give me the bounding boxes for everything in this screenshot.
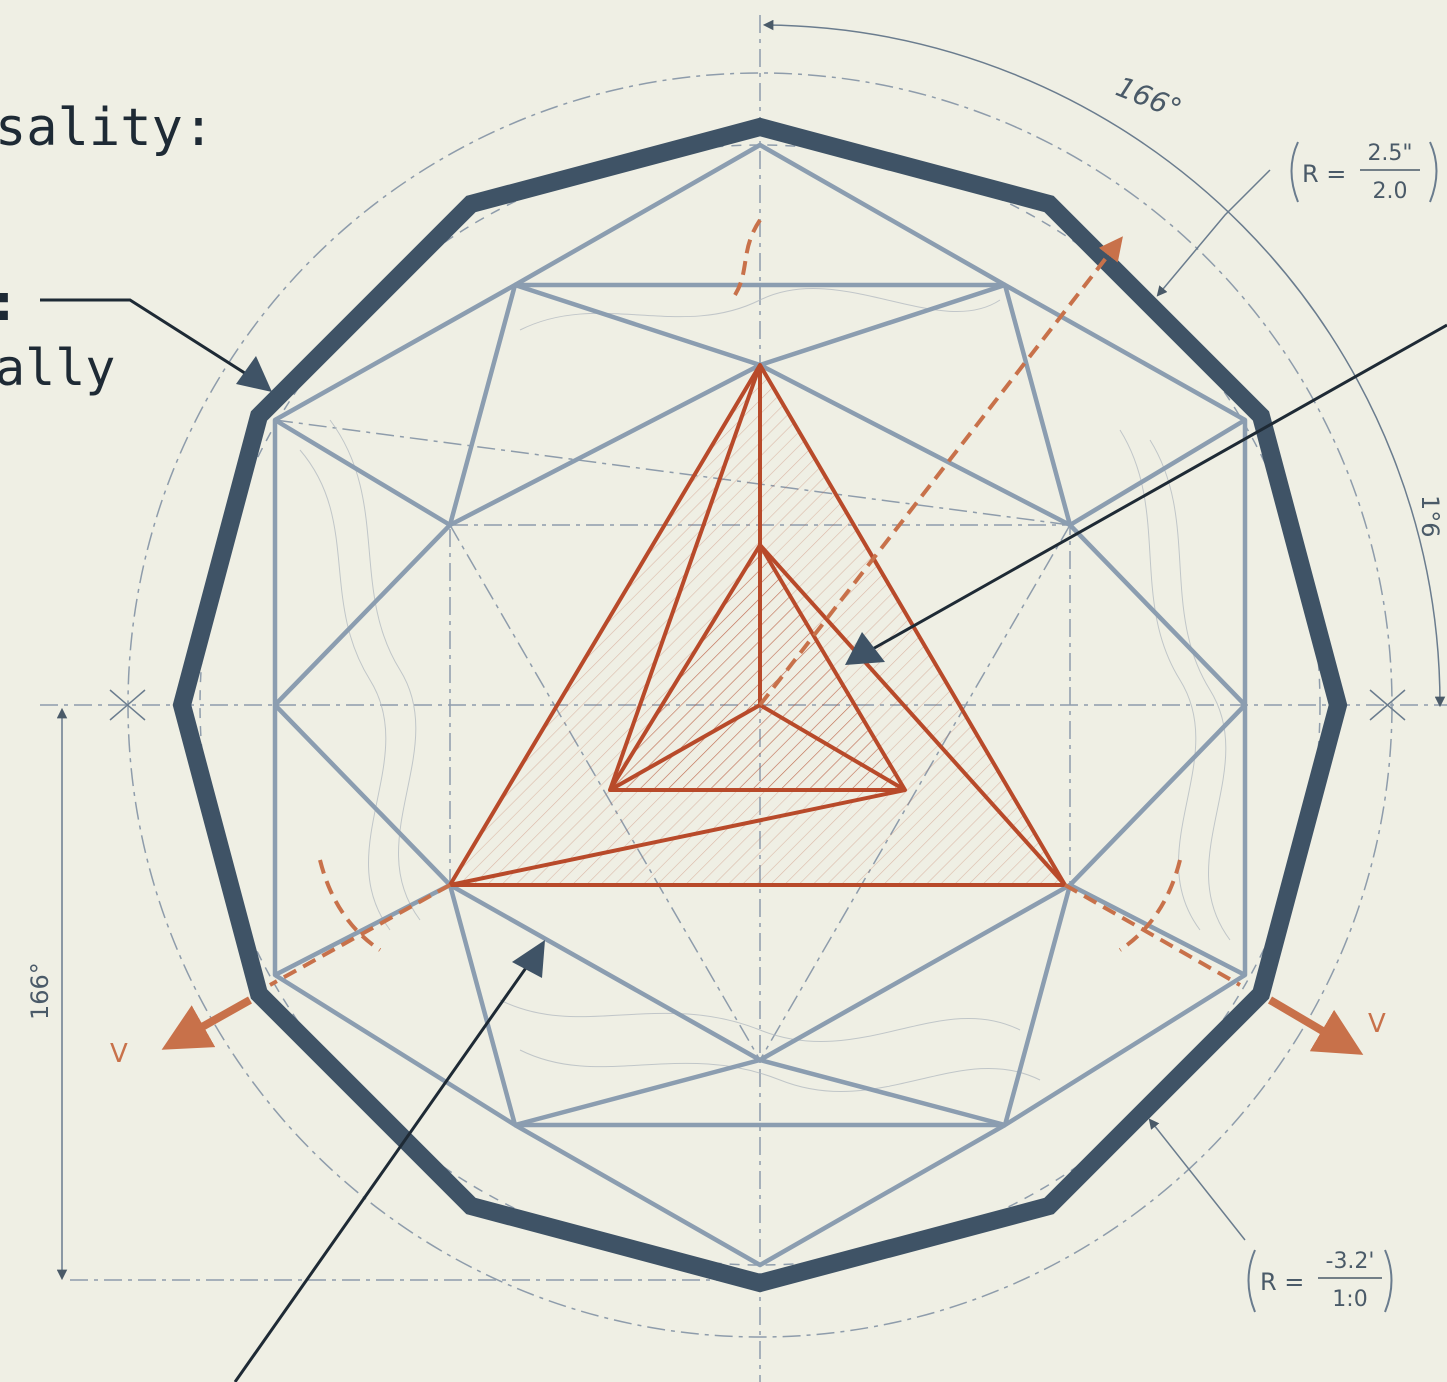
radius-numerator: 2.5" [1367,141,1412,166]
left-angle: 166° [26,962,54,1020]
radius-prefix: R = [1302,160,1346,188]
radius-denominator: 1:0 [1332,1287,1367,1312]
radius-prefix: R = [1260,1268,1304,1296]
radius-numerator: -3.2' [1326,1249,1375,1274]
left-vector: V [110,1039,128,1069]
caption-fragment: ally [0,339,115,397]
page: sality: : ally 166° 1°6 166° V V R = 2.5… [0,0,1447,1382]
right-vector: V [1368,1009,1386,1039]
right-angle: 1°6 [1416,495,1444,538]
heading-fragment: sality: [0,98,214,158]
radius-denominator: 2.0 [1373,179,1408,204]
diagram: sality: : ally 166° 1°6 166° V V R = 2.5… [0,0,1447,1382]
colon: : [0,273,19,333]
